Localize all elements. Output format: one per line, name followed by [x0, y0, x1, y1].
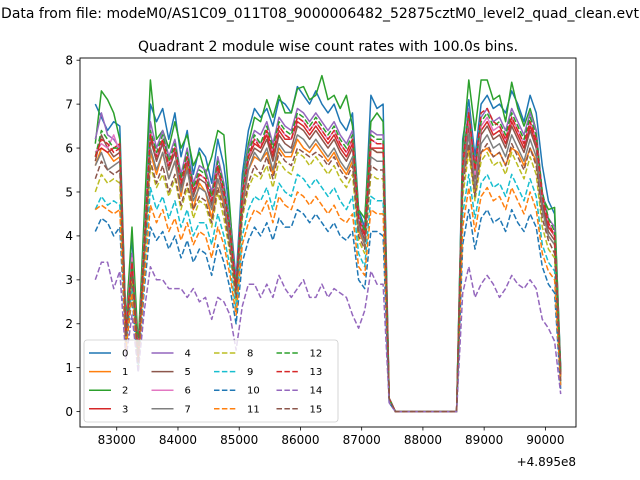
series-line-9 — [94, 173, 562, 413]
x-tick-label: 87000 — [343, 433, 381, 447]
plot-area — [79, 57, 577, 428]
y-tick-label: 3 — [65, 273, 73, 287]
series-line-4 — [94, 107, 562, 413]
y-tick-label: 6 — [65, 141, 73, 155]
legend-box — [83, 339, 339, 423]
x-tick-label: 83000 — [98, 433, 136, 447]
legend-label-13: 13 — [310, 367, 323, 378]
x-tick-label: 86000 — [281, 433, 319, 447]
series-lines — [94, 74, 562, 413]
x-axis: 83000 84000 85000 86000 87000 88000 89000 90000 — [98, 427, 564, 447]
x-tick-label: 84000 — [159, 433, 197, 447]
y-axis: 0 1 2 3 4 5 6 7 8 — [65, 53, 80, 419]
x-tick-label: 90000 — [526, 433, 564, 447]
legend-label-8: 8 — [247, 349, 253, 360]
series-line-12 — [94, 112, 562, 413]
legend-label-3: 3 — [122, 404, 128, 415]
legend-label-15: 15 — [310, 404, 323, 415]
series-line-13 — [94, 107, 562, 413]
legend-label-1: 1 — [122, 367, 128, 378]
series-line-0 — [94, 85, 562, 413]
y-tick-label: 7 — [65, 97, 73, 111]
legend-label-6: 6 — [185, 386, 191, 397]
figure-suptitle: Data from file: modeM0/AS1C09_011T08_900… — [1, 6, 639, 22]
legend-label-5: 5 — [185, 367, 191, 378]
series-line-2 — [94, 74, 562, 413]
x-tick-label: 85000 — [220, 433, 258, 447]
legend-label-10: 10 — [247, 386, 260, 397]
x-tick-label: 89000 — [465, 433, 503, 447]
legend-label-0: 0 — [122, 349, 128, 360]
y-tick-label: 1 — [65, 361, 73, 375]
axes-frame — [79, 57, 577, 428]
series-line-11 — [94, 186, 562, 413]
legend-label-2: 2 — [122, 386, 128, 397]
y-tick-label: 0 — [65, 405, 73, 419]
x-axis-offset-label: +4.895e8 — [517, 455, 576, 469]
series-line-7 — [94, 134, 562, 413]
x-tick-label: 88000 — [404, 433, 442, 447]
legend-label-11: 11 — [247, 404, 260, 415]
chart-title: Quadrant 2 module wise count rates with … — [138, 39, 518, 55]
legend-label-14: 14 — [310, 386, 323, 397]
series-line-14 — [94, 261, 562, 413]
series-line-10 — [94, 208, 562, 413]
legend-label-9: 9 — [247, 367, 253, 378]
series-line-8 — [94, 151, 562, 413]
series-line-5 — [94, 125, 562, 413]
y-tick-label: 5 — [65, 185, 73, 199]
legend-label-7: 7 — [185, 404, 191, 415]
legend-label-12: 12 — [310, 349, 323, 360]
y-tick-label: 8 — [65, 53, 73, 67]
legend-label-4: 4 — [185, 349, 191, 360]
y-tick-label: 4 — [65, 229, 73, 243]
y-tick-label: 2 — [65, 317, 73, 331]
series-line-15 — [94, 142, 562, 413]
